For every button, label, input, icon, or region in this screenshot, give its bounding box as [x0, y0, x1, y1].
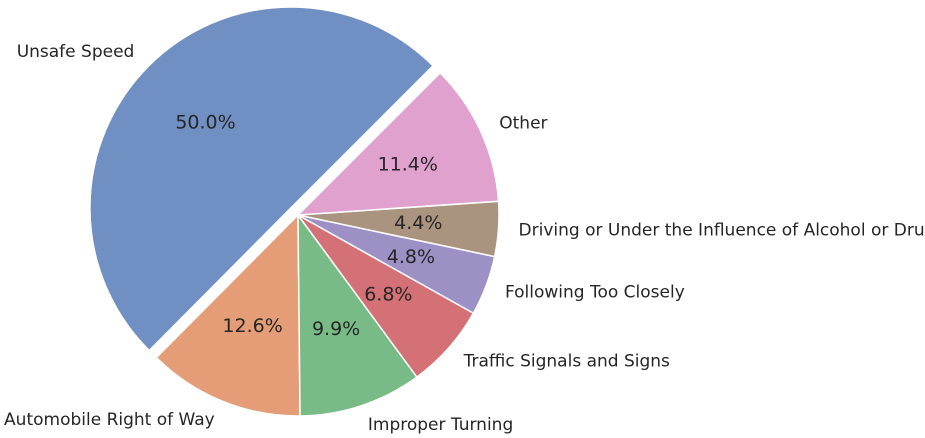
slice-percent: 50.0%	[175, 111, 235, 133]
pie-slice	[155, 213, 301, 417]
pie-slice	[296, 71, 500, 216]
pie-slice	[89, 6, 435, 352]
slice-label: Unsafe Speed	[17, 42, 135, 62]
slice-label: Improper Turning	[368, 415, 513, 435]
slice-percent: 12.6%	[222, 315, 282, 337]
slice-label: Driving or Under the Influence of Alcoho…	[519, 220, 925, 240]
slice-percent: 9.9%	[312, 318, 360, 340]
slice-percent: 6.8%	[364, 283, 412, 305]
slice-percent: 4.4%	[394, 212, 442, 234]
slice-percent: 11.4%	[378, 154, 438, 176]
slice-label: Traffic Signals and Signs	[463, 351, 670, 371]
slice-label: Following Too Closely	[505, 283, 685, 303]
pie-slice	[297, 212, 418, 417]
slice-percent: 4.8%	[387, 246, 435, 268]
slice-label: Other	[499, 113, 547, 133]
slice-label: Automobile Right of Way	[4, 410, 215, 430]
